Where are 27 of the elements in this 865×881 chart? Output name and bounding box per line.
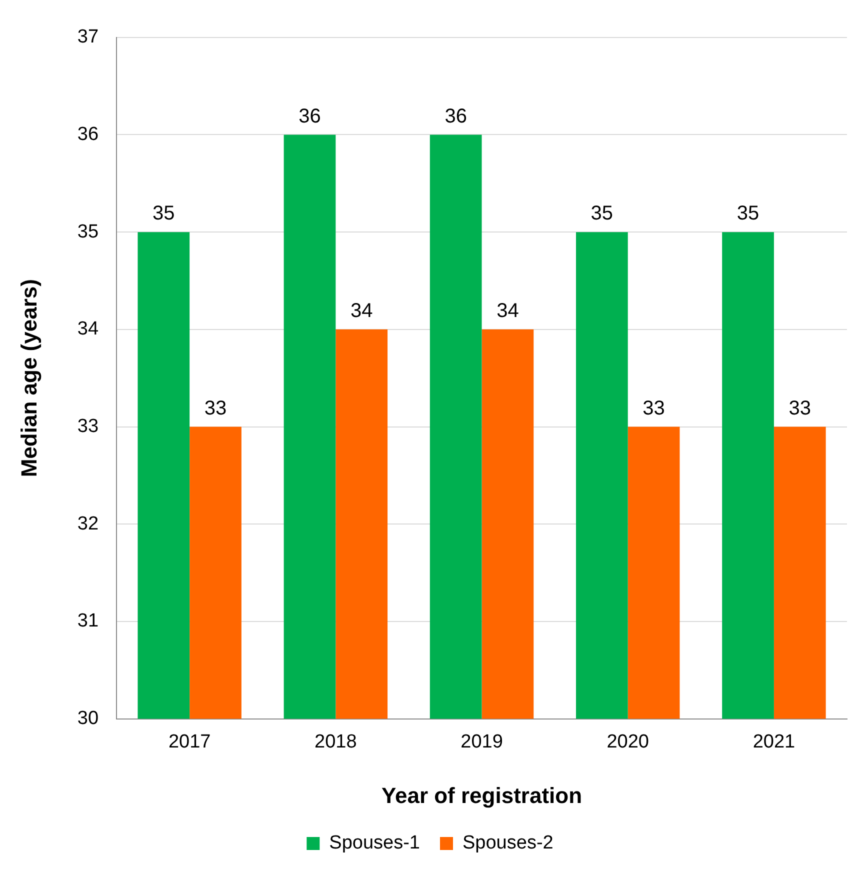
x-tick-label: 2020 <box>606 731 649 752</box>
x-tick-label: 2021 <box>752 731 796 752</box>
data-label: 35 <box>736 202 760 225</box>
y-axis-title: Median age (years) <box>16 279 42 478</box>
y-tick-label: 32 <box>77 513 99 534</box>
y-tick-label: 34 <box>77 318 99 340</box>
data-label: 33 <box>204 397 227 420</box>
data-label: 35 <box>590 202 614 225</box>
y-tick-label: 35 <box>77 221 99 242</box>
y-tick-label: 31 <box>77 610 99 632</box>
y-tick-label: 33 <box>77 416 99 438</box>
legend-label: Spouses-2 <box>462 832 554 854</box>
x-axis-title: Year of registration <box>382 782 582 808</box>
data-label: 33 <box>788 397 812 420</box>
data-label: 35 <box>152 202 175 225</box>
y-tick-label: 36 <box>77 124 99 145</box>
x-tick-label: 2018 <box>314 731 357 752</box>
data-label: 36 <box>298 105 321 128</box>
y-tick-label: 37 <box>77 26 99 48</box>
legend-label: Spouses-1 <box>329 832 420 854</box>
data-label: 34 <box>350 300 373 322</box>
x-tick-label: 2019 <box>460 731 503 752</box>
x-tick-label: 2017 <box>168 731 211 752</box>
y-tick-label: 30 <box>77 708 99 730</box>
data-label: 34 <box>496 300 519 322</box>
data-label: 33 <box>642 397 665 420</box>
data-label: 36 <box>444 105 467 128</box>
